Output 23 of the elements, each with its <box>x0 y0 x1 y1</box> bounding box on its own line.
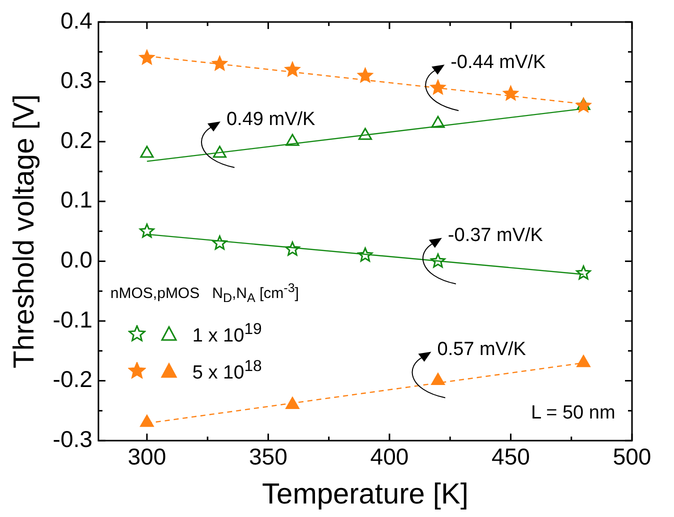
legend-label: 5 x 10$^{18}$ <box>192 358 262 384</box>
annotation: 0.49 mV/K <box>226 108 316 130</box>
y-tick-label: 0.2 <box>60 126 92 153</box>
annotation: 0.57 mV/K <box>437 339 526 360</box>
y-tick-label: -0.3 <box>52 426 92 452</box>
y-axis-title: Threshold voltage [V] <box>8 94 40 368</box>
x-tick-label: 400 <box>370 444 409 470</box>
annotation: L = 50 nm <box>530 402 616 424</box>
legend-title: nMOS,pMOS N$_{D}$,N$_{A}$ [cm$^{-3}$] <box>110 281 299 306</box>
y-tick-label: 0.3 <box>60 67 92 94</box>
y-tick-label: 0.1 <box>60 186 92 213</box>
y-tick-label: -0.1 <box>52 306 92 332</box>
x-tick-label: 300 <box>128 444 166 470</box>
y-tick-label: 0.4 <box>60 7 93 34</box>
x-tick-label: 500 <box>612 444 652 470</box>
x-tick-label: 350 <box>249 444 288 470</box>
x-axis-title: Temperature [K] <box>262 478 468 511</box>
y-tick-label: 0.0 <box>60 246 92 273</box>
annotation: -0.44 mV/K <box>450 52 546 73</box>
y-tick-label: -0.2 <box>52 366 92 392</box>
x-tick-label: 450 <box>492 444 530 470</box>
annotation: -0.37 mV/K <box>448 225 544 246</box>
legend-label: 1 x 10$^{19}$ <box>192 320 262 347</box>
